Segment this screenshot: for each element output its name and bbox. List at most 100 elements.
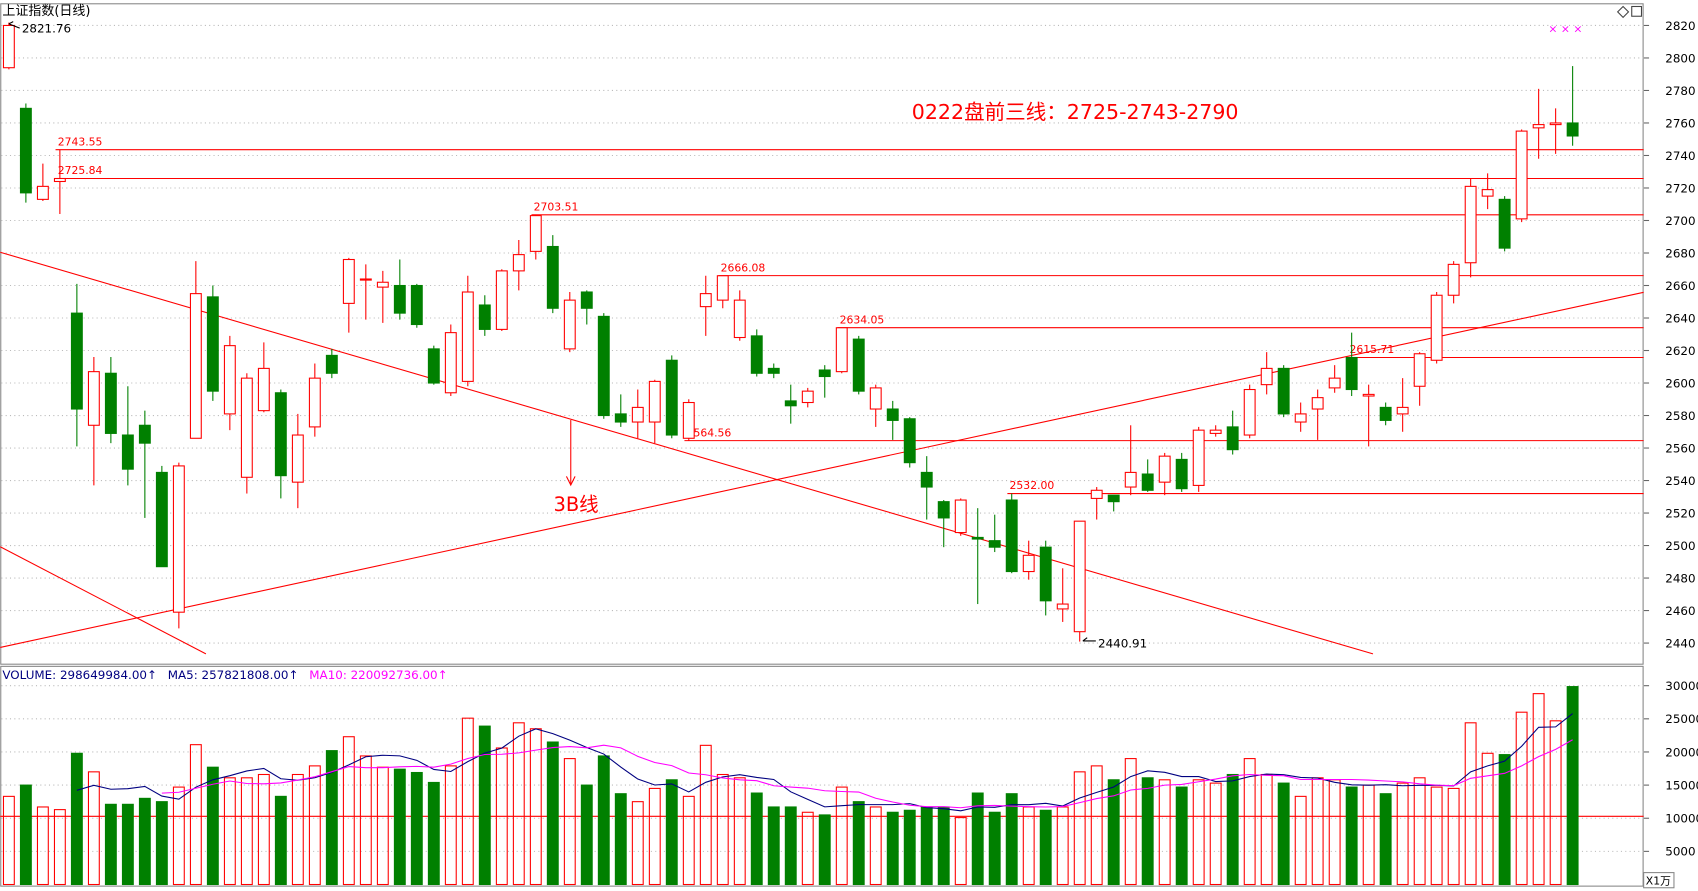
- y-tick-label: 2720: [1665, 181, 1695, 195]
- candle-body: [1226, 426, 1239, 451]
- volume-bar: [1277, 782, 1290, 886]
- volume-bar: [1447, 787, 1460, 886]
- marker: × × ×: [1548, 22, 1582, 35]
- volume-bar: [1549, 720, 1562, 886]
- y-tick-label: 2700: [1665, 214, 1695, 228]
- icon: [1616, 5, 1630, 19]
- volume-bar: [1192, 779, 1205, 886]
- candle-body: [1158, 455, 1171, 483]
- candle-body: [376, 281, 389, 288]
- y-tick-label: 2740: [1665, 149, 1695, 163]
- candle-body: [1498, 198, 1511, 249]
- candle-body: [699, 293, 712, 308]
- y-tick-label: 2660: [1665, 279, 1695, 293]
- volume-bar: [172, 786, 185, 886]
- volume-bar: [87, 771, 100, 886]
- candle-body: [1328, 377, 1341, 389]
- candle-body: [648, 380, 661, 423]
- volume-bar: [971, 792, 984, 886]
- volume-bar: [886, 811, 899, 886]
- volume-bar: [1345, 786, 1358, 886]
- y-tick-label: 2820: [1665, 19, 1695, 33]
- y-tick-label: 10000: [1665, 812, 1698, 826]
- candle-body: [410, 284, 423, 326]
- candle-body: [189, 293, 202, 439]
- candle-body: [665, 359, 678, 436]
- candle-body: [631, 406, 644, 423]
- volume-bar: [36, 806, 49, 886]
- candle-body: [257, 367, 270, 412]
- chart-title: 上证指数(日线): [2, 4, 90, 19]
- annotation: 0222盘前三线：2725-2743-2790: [912, 100, 1239, 124]
- candle-body: [172, 465, 185, 613]
- y-tick-label: 2600: [1665, 376, 1695, 390]
- candle-body: [1515, 130, 1528, 220]
- volume-bar: [937, 806, 950, 886]
- candle-body: [580, 291, 593, 309]
- candle-body: [1430, 294, 1443, 361]
- volume-bar: [223, 777, 236, 886]
- candle-body: [1277, 367, 1290, 415]
- trend-line: [0, 251, 1374, 655]
- trend-line: [0, 546, 207, 655]
- candle-body: [971, 536, 984, 540]
- candle-body: [1379, 406, 1392, 421]
- candle-body: [206, 296, 219, 392]
- y-tick-label: 5000: [1665, 845, 1695, 859]
- candle-body: [818, 369, 831, 378]
- candle-body: [359, 278, 372, 281]
- candle-body: [784, 400, 797, 407]
- volume-bar: [308, 765, 321, 886]
- volume-bar: [1566, 686, 1579, 886]
- pointer: [1082, 637, 1096, 642]
- candle-body: [53, 177, 66, 183]
- candle-body: [1192, 429, 1205, 486]
- y-tick-label: 2560: [1665, 441, 1695, 455]
- pointer: [8, 21, 20, 29]
- volume-bar: [444, 765, 457, 886]
- volume-bar: [1481, 752, 1494, 886]
- volume-bar: [1073, 771, 1086, 886]
- candle-body: [1311, 397, 1324, 410]
- volume-bar: [393, 768, 406, 886]
- candle-body: [886, 408, 899, 421]
- arrow-head: [565, 476, 576, 487]
- candle-body: [750, 335, 763, 374]
- candle-body: [682, 401, 695, 439]
- candle-body: [495, 270, 508, 330]
- volume-bar: [614, 793, 627, 886]
- candle-body: [614, 413, 627, 423]
- y-tick-label: 2680: [1665, 246, 1695, 260]
- volume-bar: [648, 787, 661, 886]
- volume-bar: [580, 784, 593, 886]
- y-tick-label: 2500: [1665, 539, 1695, 553]
- candle-body: [1141, 473, 1154, 491]
- candle-body: [529, 215, 542, 252]
- candle-body: [325, 354, 338, 374]
- y-tick-label: 30000: [1665, 679, 1698, 693]
- candle-body: [1056, 603, 1069, 610]
- candle-body: [87, 371, 100, 426]
- candle-body: [988, 540, 1001, 548]
- candle-body: [1073, 520, 1086, 633]
- candle-body: [1090, 489, 1103, 499]
- volume-bar: [988, 811, 1001, 886]
- candle-body: [1022, 554, 1035, 573]
- candle-body: [920, 471, 933, 488]
- y-tick-label: 20000: [1665, 745, 1698, 759]
- volume-bar: [155, 801, 168, 886]
- candle-body: [36, 185, 49, 200]
- volume-bar: [1039, 809, 1052, 886]
- volume-bar: [206, 766, 219, 886]
- candle-body: [444, 332, 457, 394]
- candle-body: [716, 275, 729, 301]
- high-label: 2821.76: [22, 21, 71, 35]
- volume-bar: [240, 777, 253, 886]
- candle-body: [852, 338, 865, 392]
- candle-body: [1175, 458, 1188, 490]
- candle-body: [937, 501, 950, 519]
- candle-body: [563, 299, 576, 350]
- volume-bar: [682, 795, 695, 886]
- y-tick-label: 25000: [1665, 712, 1698, 726]
- candle-body: [801, 390, 814, 404]
